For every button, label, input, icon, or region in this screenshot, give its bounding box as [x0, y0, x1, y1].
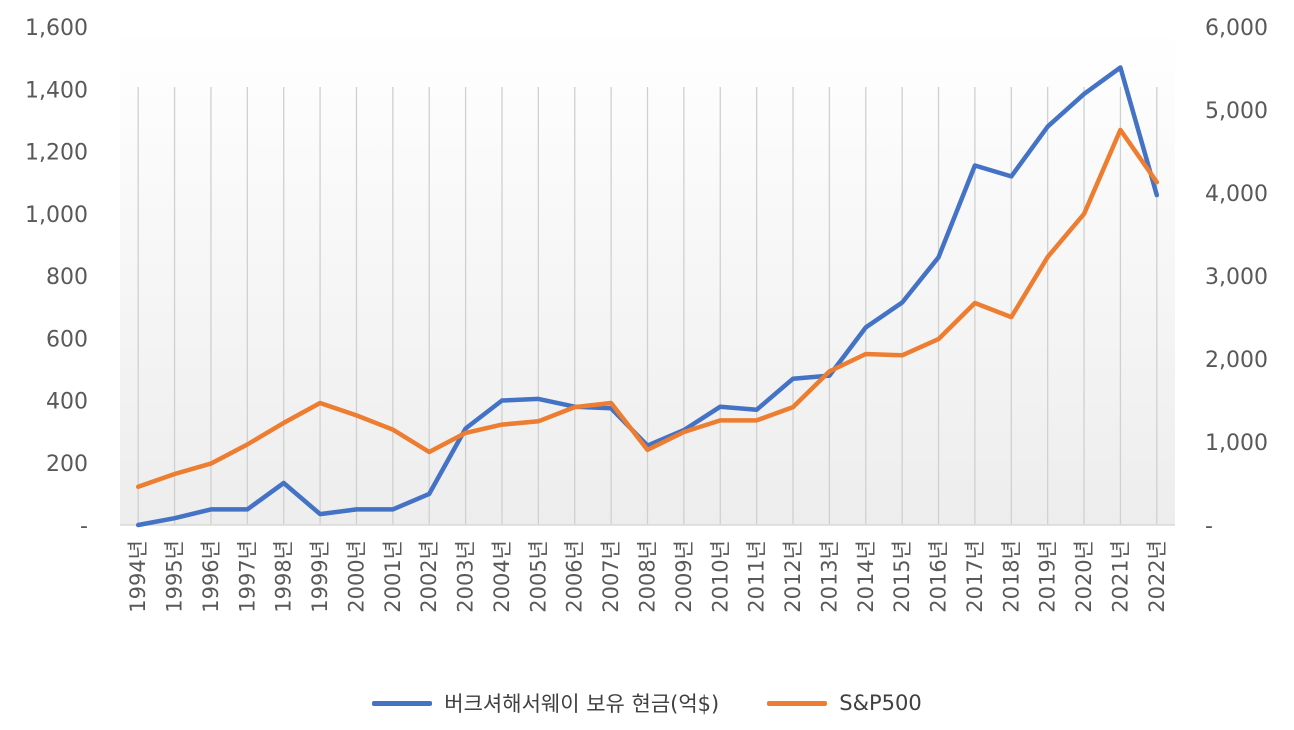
series-line-cash	[135, 65, 1160, 528]
x-tick-label: 2009년	[672, 540, 696, 613]
x-tick-label: 1999년	[308, 540, 332, 613]
legend-label-cash: 버크셔해서웨이 보유 현금(억$)	[444, 692, 720, 716]
x-tick-label: 2021년	[1108, 540, 1132, 613]
y-left-tick-label: 1,600	[25, 16, 88, 41]
y-right-tick-label: 2,000	[1205, 348, 1268, 373]
x-tick-label: 2002년	[417, 540, 441, 613]
x-tick-label: 2019년	[1036, 540, 1060, 613]
y-right-tick-label: 4,000	[1205, 182, 1268, 207]
x-tick-label: 2006년	[563, 540, 587, 613]
y-right-tick-label: -	[1205, 514, 1213, 539]
x-tick-label: 2004년	[490, 540, 514, 613]
y-left-tick-label: 600	[46, 327, 88, 352]
vertical-gridlines	[137, 87, 1158, 525]
x-tick-label: 2015년	[890, 540, 914, 613]
x-tick-label: 2022년	[1145, 540, 1169, 613]
x-tick-label: 1994년	[126, 540, 150, 613]
x-axis-labels: 1994년 1995년 1996년 1997년 1998년 1999년 2000년 2001년…	[126, 540, 1169, 613]
y-right-tick-label: 3,000	[1205, 265, 1268, 290]
x-tick-label: 1997년	[235, 540, 259, 613]
y-left-tick-label: 800	[46, 265, 88, 290]
y-left-tick-label: 1,200	[25, 141, 88, 166]
y-left-tick-label: 200	[46, 452, 88, 477]
y-axis-right: - 1,000 2,000 3,000 4,000 5,000 6,000	[1205, 16, 1268, 539]
x-tick-label: 2014년	[854, 540, 878, 613]
series-line-sp500	[135, 127, 1160, 490]
y-left-tick-label: -	[80, 514, 88, 539]
x-tick-label: 2007년	[599, 540, 623, 613]
legend-item-cash: 버크셔해서웨이 보유 현금(억$)	[372, 688, 719, 718]
y-left-tick-label: 1,000	[25, 203, 88, 228]
x-tick-label: 2000년	[344, 540, 368, 613]
x-tick-label: 2011년	[745, 540, 769, 613]
legend-label-sp500: S&P500	[839, 691, 922, 715]
y-axis-left: - 200 400 600 800 1,000 1,200 1,400 1,600	[25, 16, 88, 539]
legend: 버크셔해서웨이 보유 현금(억$) S&P500	[0, 688, 1294, 718]
y-left-tick-label: 400	[46, 390, 88, 415]
x-tick-label: 2020년	[1072, 540, 1096, 613]
x-tick-label: 2003년	[454, 540, 478, 613]
x-tick-label: 2017년	[963, 540, 987, 613]
x-tick-label: 2018년	[999, 540, 1023, 613]
x-tick-label: 1995년	[163, 540, 187, 613]
x-tick-label: 2010년	[708, 540, 732, 613]
x-tick-label: 2001년	[381, 540, 405, 613]
x-tick-label: 2016년	[927, 540, 951, 613]
legend-item-sp500: S&P500	[767, 688, 922, 718]
x-tick-label: 2008년	[636, 540, 660, 613]
x-tick-label: 2013년	[817, 540, 841, 613]
y-right-tick-label: 5,000	[1205, 99, 1268, 124]
x-tick-label: 1996년	[199, 540, 223, 613]
x-tick-label: 1998년	[272, 540, 296, 613]
x-tick-label: 2012년	[781, 540, 805, 613]
y-left-tick-label: 1,400	[25, 78, 88, 103]
y-right-tick-label: 6,000	[1205, 16, 1268, 41]
legend-swatch-cash	[372, 700, 433, 706]
x-tick-label: 2005년	[526, 540, 550, 613]
series-lines	[135, 65, 1160, 528]
y-right-tick-label: 1,000	[1205, 431, 1268, 456]
legend-swatch-sp500	[767, 700, 828, 706]
